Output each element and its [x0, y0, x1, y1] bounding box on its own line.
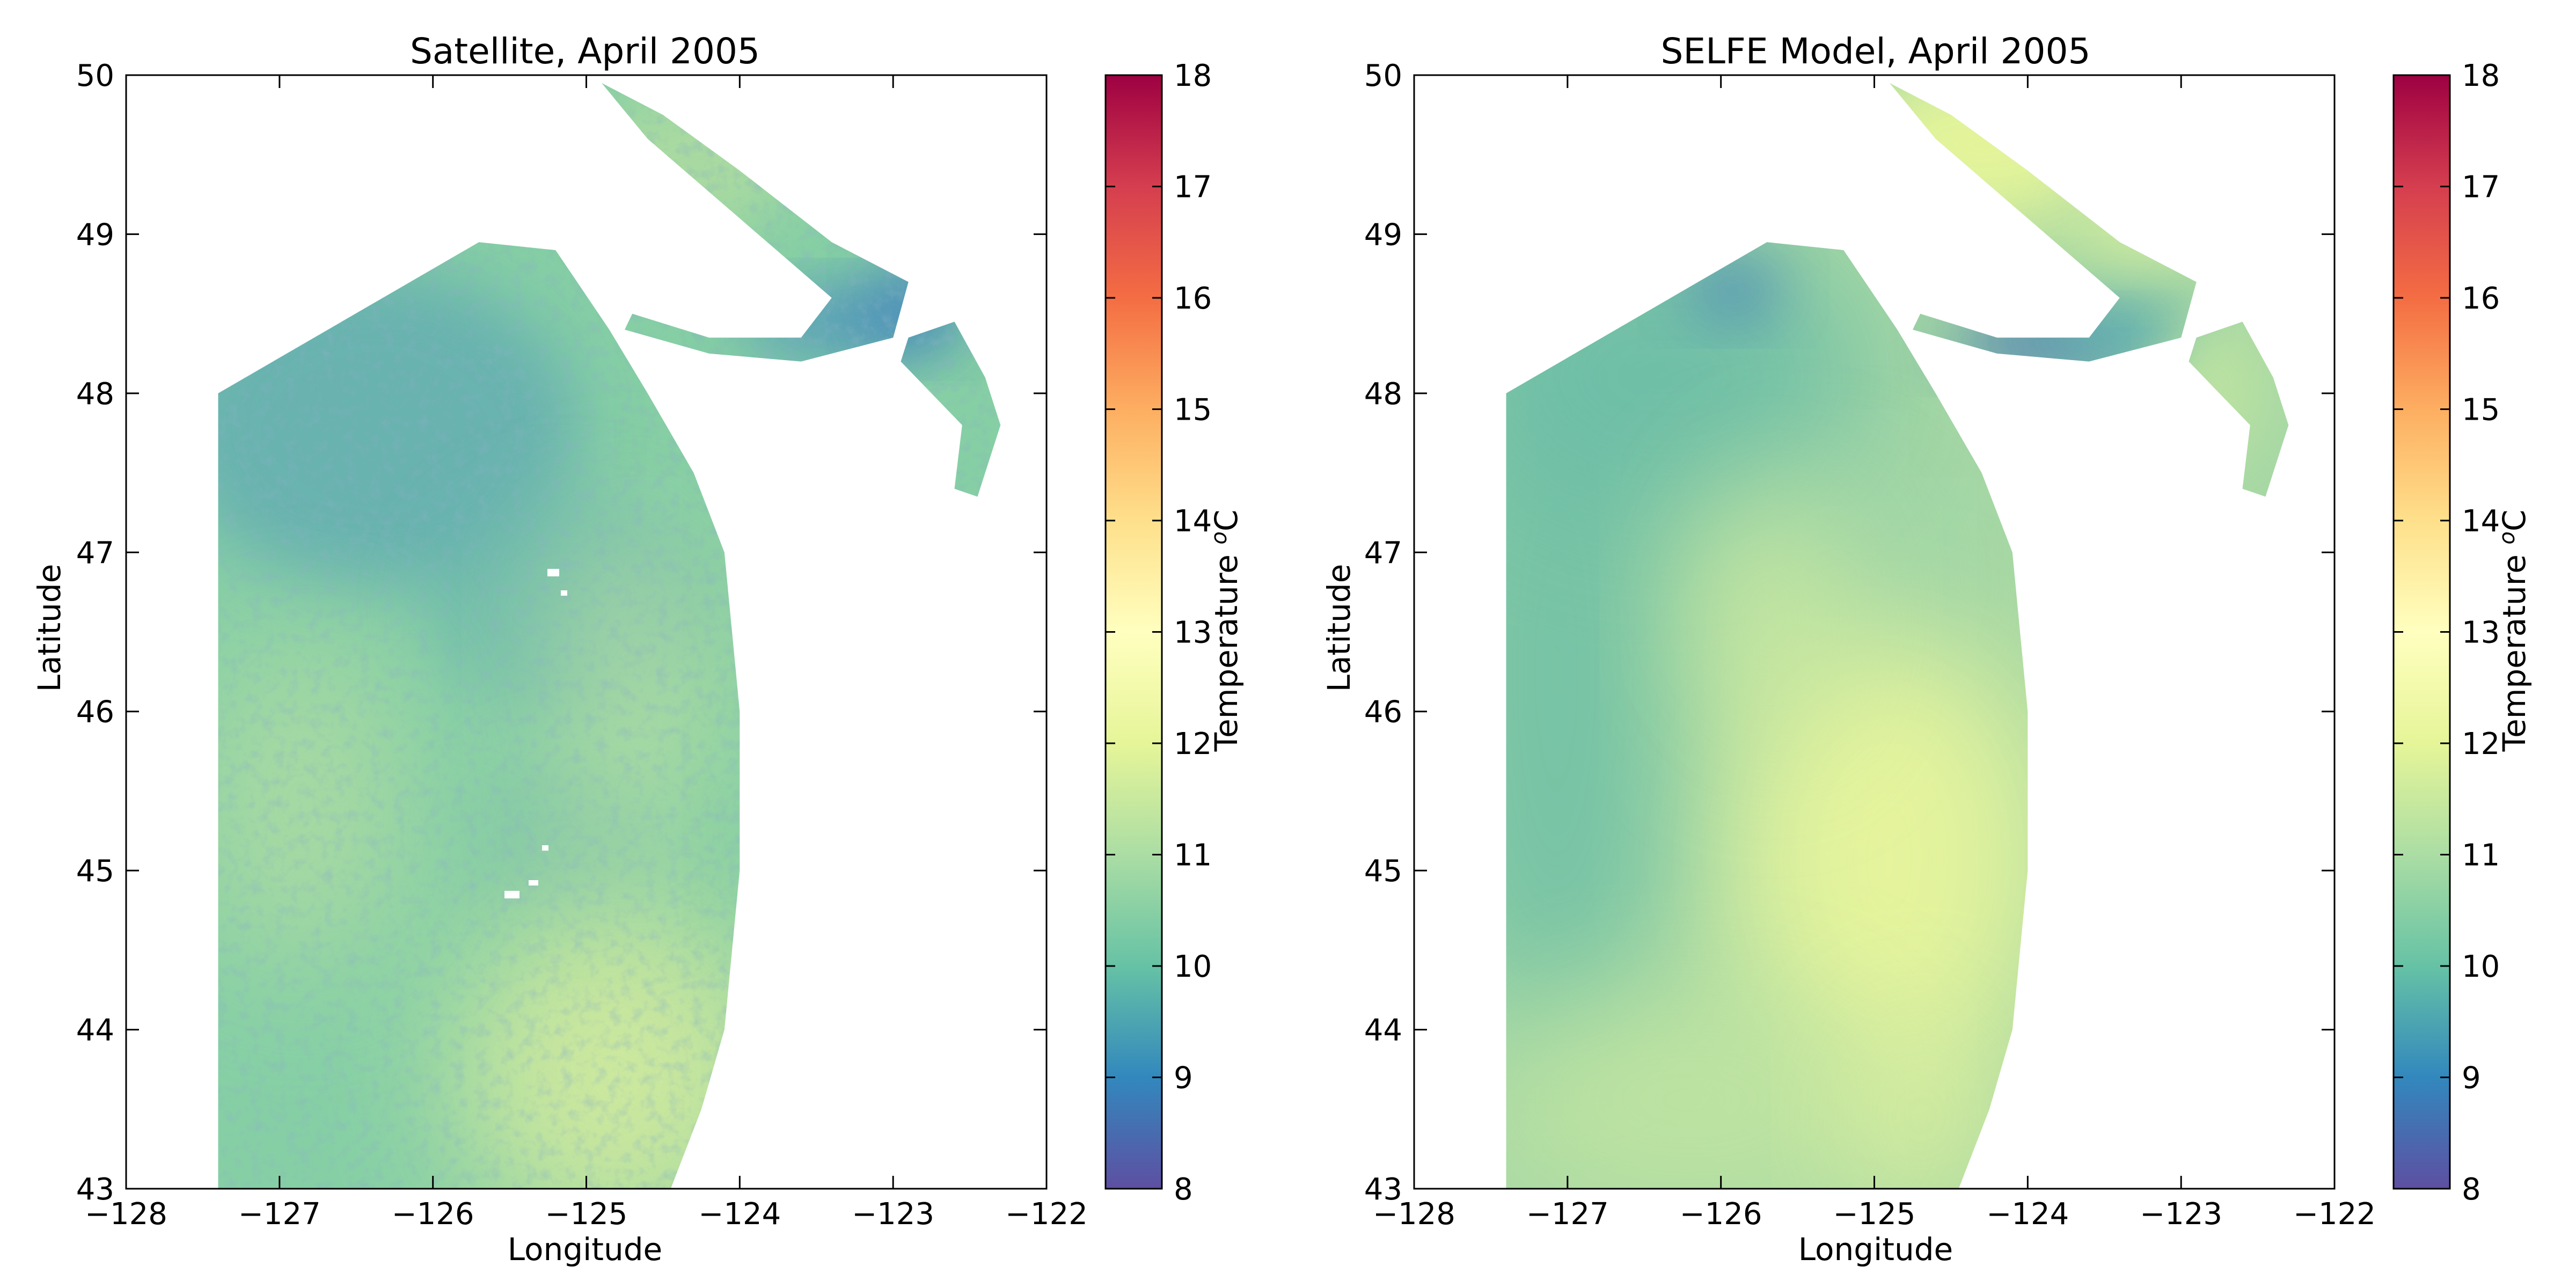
colorbar-label-unit: C: [2496, 510, 2533, 532]
missing-data-speckles: [504, 569, 567, 898]
y-axis-label: Latitude: [31, 564, 68, 692]
colorbar-tick-label: 12: [1174, 727, 1212, 762]
colorbar-tick-label: 13: [1174, 616, 1212, 650]
x-tick-label: −122: [1005, 1197, 1088, 1232]
y-tick-label: 46: [76, 695, 114, 730]
colorbar-label-text: Temperature: [2496, 545, 2533, 752]
x-tick-label: −128: [85, 1197, 167, 1232]
colorbar-tick-label: 15: [1174, 393, 1212, 428]
colorbar-tick-label: 17: [2462, 170, 2500, 205]
colorbar-tick-label: 14: [1174, 504, 1212, 539]
colorbar-tick-label: 8: [2462, 1172, 2481, 1207]
colorbar-tick-label: 12: [2462, 727, 2500, 762]
colorbar-label: Temperature oC: [1207, 510, 1245, 752]
panel-title: SELFE Model, April 2005: [1661, 31, 2091, 72]
y-tick-label: 47: [1364, 536, 1402, 570]
colorbar-tick-label: 17: [1174, 170, 1212, 205]
y-tick-label: 49: [1364, 217, 1402, 252]
x-ticks: −128 −127 −126 −125 −124 −123 −122: [1373, 75, 2376, 1232]
colorbar-tick-label: 11: [2462, 838, 2500, 873]
x-tick-label: −126: [392, 1197, 474, 1232]
colorbar-tick-label: 16: [2462, 281, 2500, 316]
colorbar-tick-label: 10: [1174, 949, 1212, 984]
colorbar-tick-label: 8: [1174, 1172, 1193, 1207]
x-tick-label: −124: [698, 1197, 781, 1232]
y-tick-label: 49: [76, 217, 114, 252]
y-tick-label: 48: [1364, 377, 1402, 412]
panel-title: Satellite, April 2005: [410, 31, 760, 72]
colorbar-tick-label: 10: [2462, 949, 2500, 984]
x-tick-label: −125: [1833, 1197, 1916, 1232]
x-tick-label: −128: [1373, 1197, 1455, 1232]
colorbar-tick-label: 16: [1174, 281, 1212, 316]
x-axis-label: Longitude: [1798, 1231, 1953, 1268]
x-tick-label: −127: [238, 1197, 321, 1232]
temperature-field: [218, 83, 1001, 1189]
y-ticks: 43 44 45 46 47 48 49 50: [1364, 58, 2334, 1207]
x-tick-label: −123: [2140, 1197, 2222, 1232]
colorbar: 8 9 10 11 12 13 14 15 16 17 18: [1104, 58, 1212, 1207]
y-tick-label: 44: [1364, 1013, 1402, 1048]
y-tick-label: 48: [76, 377, 114, 412]
satellite-panel: Satellite, April 2005: [31, 31, 1245, 1268]
colorbar-label-unit: C: [1208, 510, 1245, 532]
x-tick-label: −126: [1680, 1197, 1762, 1232]
colorbar-label-sup: o: [2495, 531, 2520, 544]
x-tick-label: −124: [1986, 1197, 2069, 1232]
colorbar: 8 9 10 11 12 13 14 15 16 17 18: [2392, 58, 2500, 1207]
colorbar-tick-label: 9: [1174, 1061, 1193, 1096]
y-tick-label: 47: [76, 536, 114, 570]
colorbar-tick-label: 11: [1174, 838, 1212, 873]
x-tick-label: −127: [1526, 1197, 1609, 1232]
selfe-model-panel: SELFE Model, April 2005 −128 −127 −126 −125…: [1321, 31, 2533, 1268]
colorbar-tick-label: 18: [2462, 58, 2500, 93]
colorbar-tick-label: 9: [2462, 1061, 2481, 1096]
y-axis-label: Latitude: [1321, 564, 1357, 692]
colorbar-label-sup: o: [1207, 531, 1232, 544]
y-tick-label: 44: [76, 1013, 114, 1048]
y-tick-label: 46: [1364, 695, 1402, 730]
colorbar-label: Temperature oC: [2495, 510, 2533, 752]
colorbar-tick-label: 15: [2462, 393, 2500, 428]
colorbar-tick-label: 14: [2462, 504, 2500, 539]
y-tick-label: 43: [1364, 1172, 1402, 1207]
x-tick-label: −125: [545, 1197, 628, 1232]
y-tick-label: 50: [1364, 58, 1402, 93]
y-tick-label: 50: [76, 58, 114, 93]
colorbar-tick-label: 13: [2462, 616, 2500, 650]
temperature-field: [1506, 83, 2289, 1189]
y-tick-label: 45: [76, 854, 114, 889]
colorbar-tick-label: 18: [1174, 58, 1212, 93]
colorbar-label-text: Temperature: [1208, 545, 1245, 752]
y-tick-label: 45: [1364, 854, 1402, 889]
y-ticks: 43 44 45 46 47 48 49 50: [76, 58, 1046, 1207]
x-tick-label: −122: [2293, 1197, 2376, 1232]
y-tick-label: 43: [76, 1172, 114, 1207]
x-tick-label: −123: [852, 1197, 934, 1232]
x-axis-label: Longitude: [508, 1231, 662, 1268]
x-ticks: −128 −127 −126 −125 −124 −123 −122: [85, 75, 1088, 1232]
